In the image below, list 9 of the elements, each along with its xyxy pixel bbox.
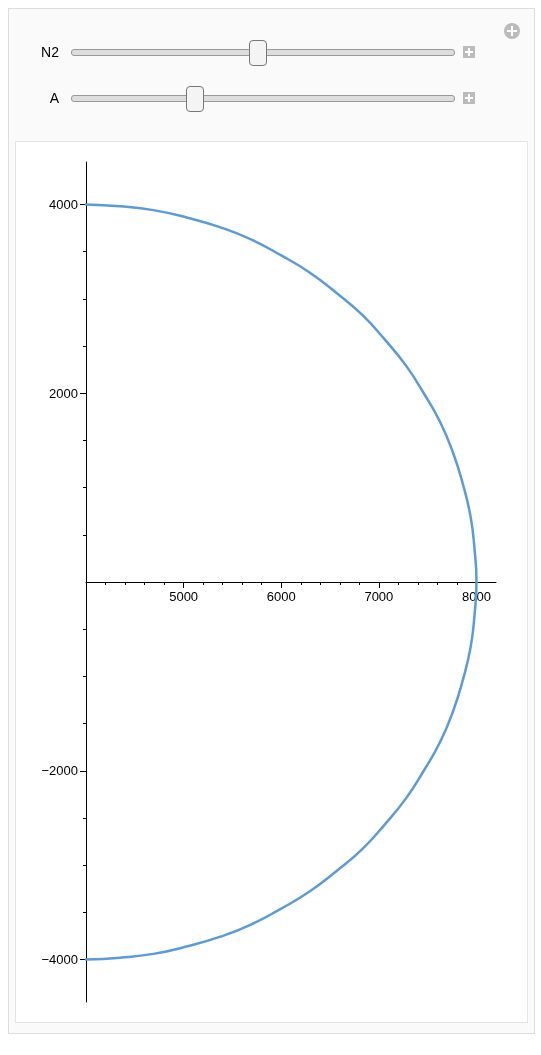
text: A — [48, 90, 60, 106]
y-tick-label: 4000 — [49, 196, 78, 212]
x-tick-label: 5000 — [169, 589, 199, 604]
y-tick-label: −4000 — [41, 952, 78, 968]
x-tick-label: 6000 — [266, 589, 296, 604]
x-tick-label: 7000 — [364, 589, 394, 604]
text: N2 — [40, 44, 60, 60]
y-tick-label: 2000 — [49, 385, 78, 401]
y-tick-label: −2000 — [41, 763, 78, 779]
